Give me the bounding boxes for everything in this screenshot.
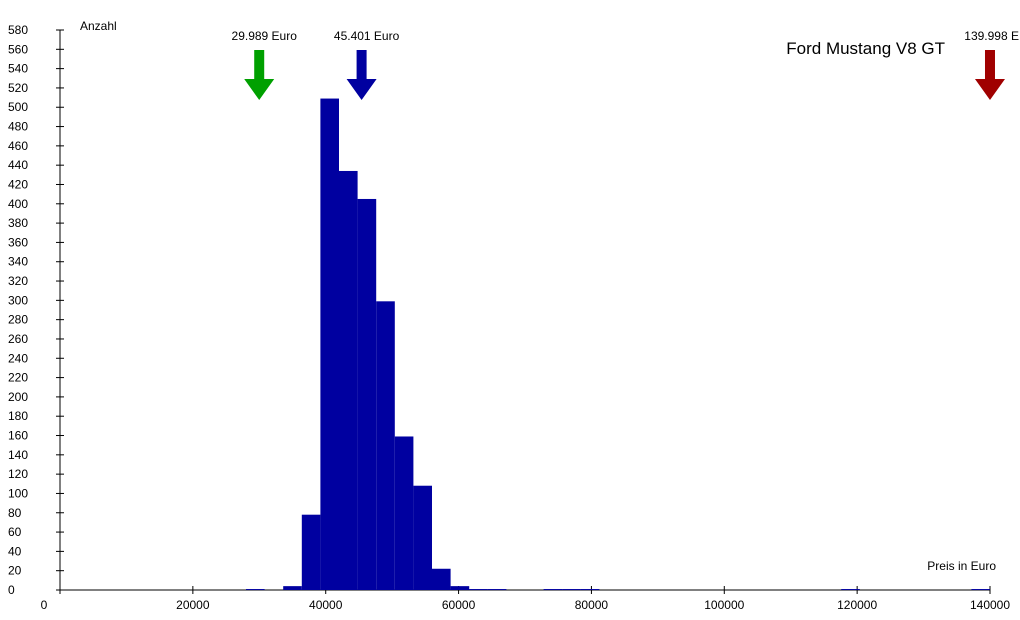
x-tick-label: 80000 — [575, 598, 609, 612]
y-tick-label: 320 — [8, 274, 28, 288]
histogram-bar — [357, 198, 377, 590]
y-axis-title: Anzahl — [80, 19, 117, 33]
y-tick-label: 20 — [8, 564, 22, 578]
y-tick-label: 480 — [8, 120, 28, 134]
histogram-bar — [432, 568, 451, 590]
down-arrow-icon — [346, 50, 377, 100]
y-tick-label: 160 — [8, 429, 28, 443]
y-tick-label: 500 — [8, 100, 28, 114]
x-axis-title: Preis in Euro — [927, 559, 996, 573]
y-tick-label: 460 — [8, 139, 28, 153]
marker-label: 45.401 Euro — [334, 29, 400, 43]
histogram-bar — [971, 589, 990, 591]
histogram-bar — [413, 485, 432, 590]
histogram-bar — [580, 589, 600, 591]
price-marker: 29.989 Euro — [232, 29, 298, 100]
y-tick-label: 280 — [8, 313, 28, 327]
x-tick-label: 100000 — [704, 598, 744, 612]
histogram-bar — [450, 586, 470, 590]
y-tick-label: 400 — [8, 197, 28, 211]
histogram-bar — [246, 589, 265, 591]
x-axis: 0 20000 40000 60000 80000 100000 120000 140000 — [41, 586, 1010, 612]
histogram-bar — [543, 589, 563, 591]
y-tick-label: 540 — [8, 62, 28, 76]
y-tick-label: 420 — [8, 177, 28, 191]
x-tick-label: 40000 — [309, 598, 343, 612]
histogram-bar — [283, 586, 302, 590]
histogram-bar — [469, 589, 488, 591]
histogram-bar — [841, 589, 860, 591]
price-markers: 29.989 Euro 45.401 Euro 139.998 E — [232, 29, 1019, 100]
histogram-bar — [339, 170, 358, 590]
x-tick-label: 0 — [41, 598, 48, 612]
y-tick-label: 520 — [8, 81, 28, 95]
y-tick-label: 120 — [8, 467, 28, 481]
x-tick-label: 60000 — [442, 598, 476, 612]
histogram-bar — [487, 589, 507, 591]
y-tick-label: 260 — [8, 332, 28, 346]
y-tick-label: 560 — [8, 42, 28, 56]
histogram-bar — [301, 514, 321, 590]
marker-label: 29.989 Euro — [232, 29, 298, 43]
y-tick-label: 140 — [8, 448, 28, 462]
histogram-bar — [320, 98, 339, 590]
y-tick-label: 60 — [8, 525, 22, 539]
y-tick-label: 220 — [8, 371, 28, 385]
histogram-bar — [376, 301, 395, 590]
y-tick-label: 100 — [8, 486, 28, 500]
histogram-bars — [246, 98, 990, 591]
y-tick-label: 380 — [8, 216, 28, 230]
down-arrow-icon — [244, 50, 275, 100]
marker-label: 139.998 E — [964, 29, 1019, 43]
y-tick-label: 300 — [8, 293, 28, 307]
y-tick-label: 240 — [8, 351, 28, 365]
price-marker: 139.998 E — [964, 29, 1019, 100]
y-tick-label: 180 — [8, 409, 28, 423]
y-tick-label: 200 — [8, 390, 28, 404]
down-arrow-icon — [974, 50, 1005, 100]
chart-title: Ford Mustang V8 GT — [786, 39, 945, 58]
y-tick-label: 340 — [8, 255, 28, 269]
y-tick-label: 580 — [8, 23, 28, 37]
y-tick-label: 360 — [8, 235, 28, 249]
y-tick-label: 440 — [8, 158, 28, 172]
x-tick-label: 120000 — [837, 598, 877, 612]
y-tick-label: 0 — [8, 583, 15, 597]
histogram-bar — [562, 589, 581, 591]
y-axis: 0 20 40 60 80 100 120 140 160 180 200 220 240 260 280 3… — [8, 23, 64, 597]
y-tick-label: 40 — [8, 544, 22, 558]
y-tick-label: 80 — [8, 506, 22, 520]
x-tick-label: 20000 — [176, 598, 210, 612]
histogram-bar — [394, 436, 414, 590]
price-marker: 45.401 Euro — [334, 29, 400, 100]
x-tick-label: 140000 — [970, 598, 1010, 612]
